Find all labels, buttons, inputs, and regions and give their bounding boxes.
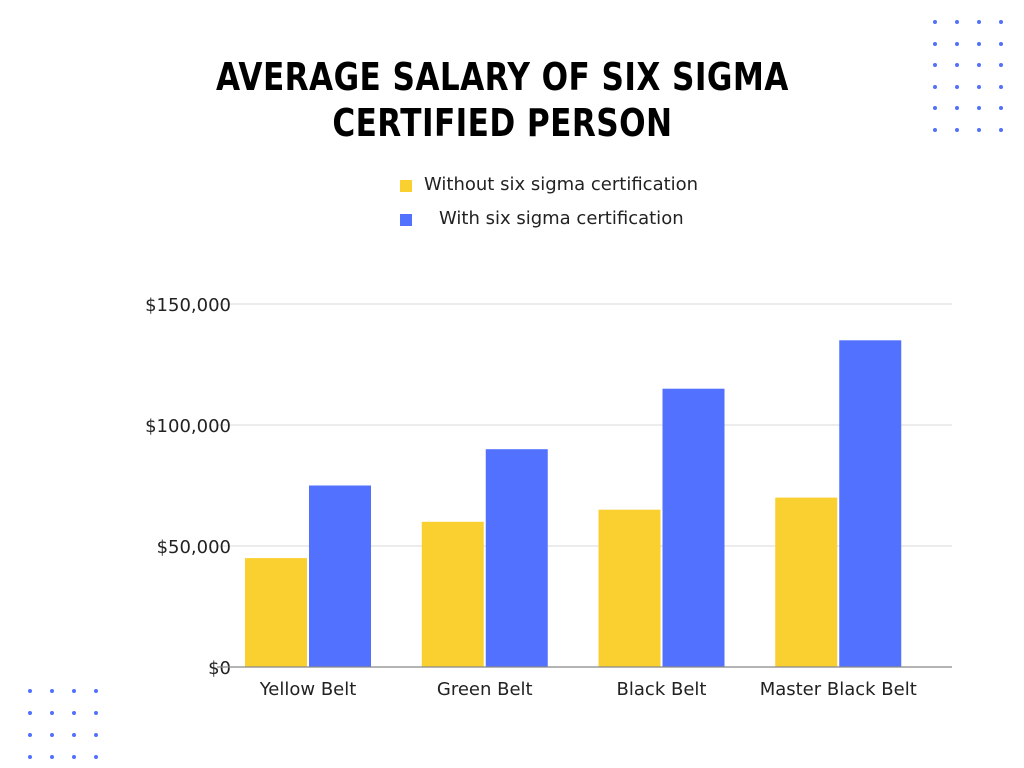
decorative-dot	[933, 41, 937, 46]
chart-title-line-2: CERTIFIED PERSON	[332, 101, 673, 145]
y-tick-label: $150,000	[145, 295, 231, 316]
decorative-dot	[94, 733, 98, 737]
decorative-dot	[977, 84, 981, 89]
legend-swatch-without	[400, 180, 412, 192]
decorative-dot	[955, 20, 959, 24]
bar-with-certification	[662, 388, 725, 667]
chart-title: AVERAGE SALARY OF SIX SIGMA CERTIFIED PE…	[90, 54, 914, 146]
decorative-dot	[94, 689, 98, 693]
x-tick-label: Master Black Belt	[760, 679, 917, 700]
bar-without-certification	[775, 497, 838, 667]
decorative-dot	[955, 84, 959, 89]
decorative-dot	[72, 689, 76, 693]
decorative-dot	[999, 20, 1003, 24]
y-tick-label: $100,000	[145, 416, 231, 437]
decorative-dot	[977, 20, 981, 24]
x-tick-label: Green Belt	[437, 679, 533, 700]
y-tick-label: $0	[208, 658, 231, 679]
decorative-dot	[955, 63, 959, 67]
bar-with-certification	[485, 449, 548, 667]
decorative-dot	[977, 106, 981, 110]
bar-with-certification	[839, 340, 902, 667]
decorative-dot	[28, 689, 32, 693]
decorative-dot	[999, 63, 1003, 67]
legend-label-with: With six sigma certification	[439, 208, 684, 229]
bar-without-certification	[245, 558, 307, 667]
bar-without-certification	[421, 521, 484, 667]
decorative-dot	[50, 689, 54, 693]
decorative-dot	[955, 106, 959, 110]
decorative-dot	[977, 63, 981, 67]
y-tick-label: $50,000	[157, 537, 231, 558]
legend-label-without: Without six sigma certification	[424, 174, 699, 195]
decorative-dot	[977, 127, 981, 132]
decorative-dot	[50, 755, 54, 759]
decorative-dot	[933, 106, 937, 110]
decorative-dot	[50, 733, 54, 737]
decorative-dot	[999, 127, 1003, 132]
decorative-dot	[94, 711, 98, 715]
decorative-dot	[999, 84, 1003, 89]
decorative-dot	[999, 41, 1003, 46]
decorative-dot	[977, 41, 981, 46]
decorative-dot	[28, 755, 32, 759]
decorative-dot	[28, 711, 32, 715]
x-tick-label: Black Belt	[617, 679, 707, 700]
decorative-dot	[72, 733, 76, 737]
x-tick-label: Yellow Belt	[259, 679, 357, 700]
decorative-dot	[933, 20, 937, 24]
decorative-dot	[955, 127, 959, 132]
decorative-dot	[955, 41, 959, 46]
chart-title-line-1: AVERAGE SALARY OF SIX SIGMA	[216, 55, 789, 99]
decorative-dot	[933, 63, 937, 67]
decorative-dot	[94, 755, 98, 759]
bar-without-certification	[598, 509, 661, 667]
decorative-dot	[28, 733, 32, 737]
decorative-dot	[50, 711, 54, 715]
decorative-dot	[999, 106, 1003, 110]
legend-swatch-with	[400, 214, 412, 226]
decorative-dot	[72, 755, 76, 759]
bar-with-certification	[309, 485, 371, 667]
decorative-dot	[933, 127, 937, 132]
decorative-dot	[72, 711, 76, 715]
decorative-dot	[933, 84, 937, 89]
